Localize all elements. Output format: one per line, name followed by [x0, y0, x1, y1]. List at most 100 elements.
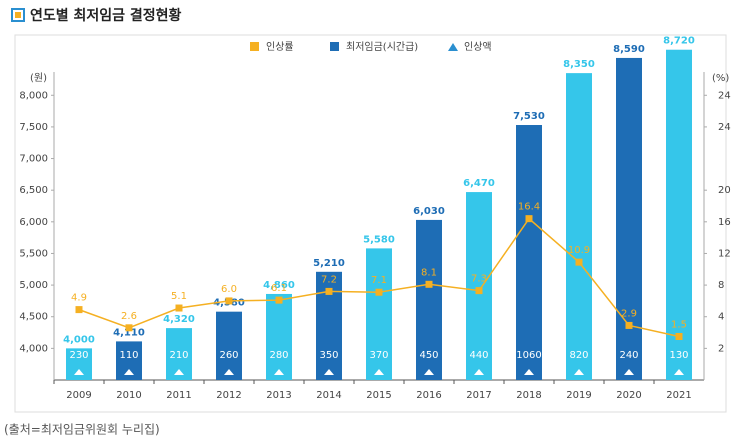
y2-tick-label: 12: [718, 248, 731, 259]
rate-label: 8.1: [421, 267, 437, 278]
rate-point: [425, 280, 433, 288]
y-tick-label: 7,500: [19, 122, 48, 133]
increment-label: 440: [469, 350, 488, 361]
increment-marker: [274, 369, 284, 375]
bar: [566, 73, 592, 381]
chart-title: 연도별 최저임금 결정현황: [30, 7, 182, 24]
y2-tick-label: 8: [718, 280, 724, 291]
bar: [216, 311, 242, 380]
source: (출처=최저임금위원회 누리집): [4, 423, 160, 437]
y-tick-label: 7,000: [19, 154, 48, 165]
increment-label: 130: [669, 350, 688, 361]
x-tick-label: 2017: [466, 390, 491, 401]
bar: [366, 248, 392, 380]
increment-label: 370: [369, 350, 388, 361]
legend-label: 최저임금(시간급): [346, 40, 418, 53]
title-icon-inner: [15, 12, 21, 18]
increment-marker: [674, 369, 684, 375]
y2-tick-label: 24: [718, 122, 731, 133]
increment-marker: [74, 369, 84, 375]
bar: [666, 49, 692, 380]
y-tick-label: 6,500: [19, 185, 48, 196]
rate-point: [625, 321, 633, 329]
y2-tick-label: 24: [718, 90, 731, 101]
y-tick-label: 5,500: [19, 248, 48, 259]
increment-label: 110: [119, 350, 138, 361]
x-tick-label: 2013: [266, 390, 291, 401]
x-tick-label: 2021: [666, 390, 691, 401]
rate-point: [525, 215, 533, 223]
bar-value-label: 7,530: [513, 111, 545, 122]
y-tick-label: 5,000: [19, 280, 48, 291]
rate-label: 7.2: [321, 274, 337, 285]
rate-label: 2.9: [621, 308, 637, 319]
x-tick-label: 2020: [616, 390, 641, 401]
legend-swatch: [330, 42, 339, 51]
rate-point: [125, 324, 133, 332]
rate-point: [375, 288, 383, 296]
x-tick-label: 2018: [516, 390, 541, 401]
bar-value-label: 6,030: [413, 206, 445, 217]
bar-value-label: 5,580: [363, 234, 395, 245]
rate-label: 16.4: [518, 202, 540, 213]
increment-marker: [474, 369, 484, 375]
rate-point: [575, 258, 583, 266]
rate-label: 5.1: [171, 291, 187, 302]
x-tick-label: 2014: [316, 390, 341, 401]
rate-label: 2.6: [121, 311, 137, 322]
x-tick-label: 2011: [166, 390, 191, 401]
y2-axis-unit: (%): [712, 73, 729, 84]
bar-value-label: 8,590: [613, 44, 645, 55]
bar-value-label: 5,210: [313, 258, 345, 269]
rate-point: [275, 296, 283, 304]
rate-label: 1.5: [671, 320, 687, 331]
increment-label: 450: [419, 350, 438, 361]
rate-label: 6.0: [221, 284, 237, 295]
rate-point: [175, 304, 183, 312]
rate-point: [675, 333, 683, 340]
increment-marker: [174, 369, 184, 375]
increment-label: 230: [69, 350, 88, 361]
increment-label: 820: [569, 350, 588, 361]
increment-marker: [574, 369, 584, 375]
bar: [416, 219, 442, 380]
y-tick-label: 4,000: [19, 343, 48, 354]
y2-tick-label: 4: [718, 312, 724, 323]
rate-point: [225, 297, 233, 305]
bar-value-label: 4,320: [163, 314, 195, 325]
legend-label: 인상률: [266, 41, 294, 53]
y2-tick-label: 2: [718, 343, 724, 354]
x-tick-label: 2010: [116, 390, 141, 401]
y-tick-label: 6,000: [19, 217, 48, 228]
increment-marker: [124, 369, 134, 375]
increment-marker: [624, 369, 634, 375]
increment-label: 280: [269, 350, 288, 361]
increment-label: 260: [219, 350, 238, 361]
increment-marker: [374, 369, 384, 375]
y-axis-unit: (원): [30, 72, 47, 84]
x-tick-label: 2016: [416, 390, 441, 401]
increment-marker: [324, 369, 334, 375]
y2-tick-label: 16: [718, 217, 731, 228]
rate-point: [75, 306, 83, 314]
rate-label: 7.1: [371, 275, 387, 286]
increment-label: 210: [169, 350, 188, 361]
x-tick-label: 2009: [66, 390, 91, 401]
bar-value-label: 8,350: [563, 59, 595, 70]
x-tick-label: 2015: [366, 390, 391, 401]
increment-label: 350: [319, 350, 338, 361]
bar: [516, 125, 542, 380]
rate-label: 6.1: [271, 283, 287, 294]
legend-swatch: [448, 43, 458, 51]
y-tick-label: 4,500: [19, 312, 48, 323]
x-tick-label: 2019: [566, 390, 591, 401]
bar-value-label: 4,000: [63, 334, 95, 345]
y-tick-label: 8,000: [19, 90, 48, 101]
legend-label: 인상액: [464, 41, 492, 53]
rate-label: 7.3: [471, 274, 487, 285]
bar-value-label: 4,860: [263, 280, 295, 291]
bar-value-label: 6,470: [463, 178, 495, 189]
legend-swatch: [250, 42, 259, 51]
bar: [466, 192, 492, 380]
